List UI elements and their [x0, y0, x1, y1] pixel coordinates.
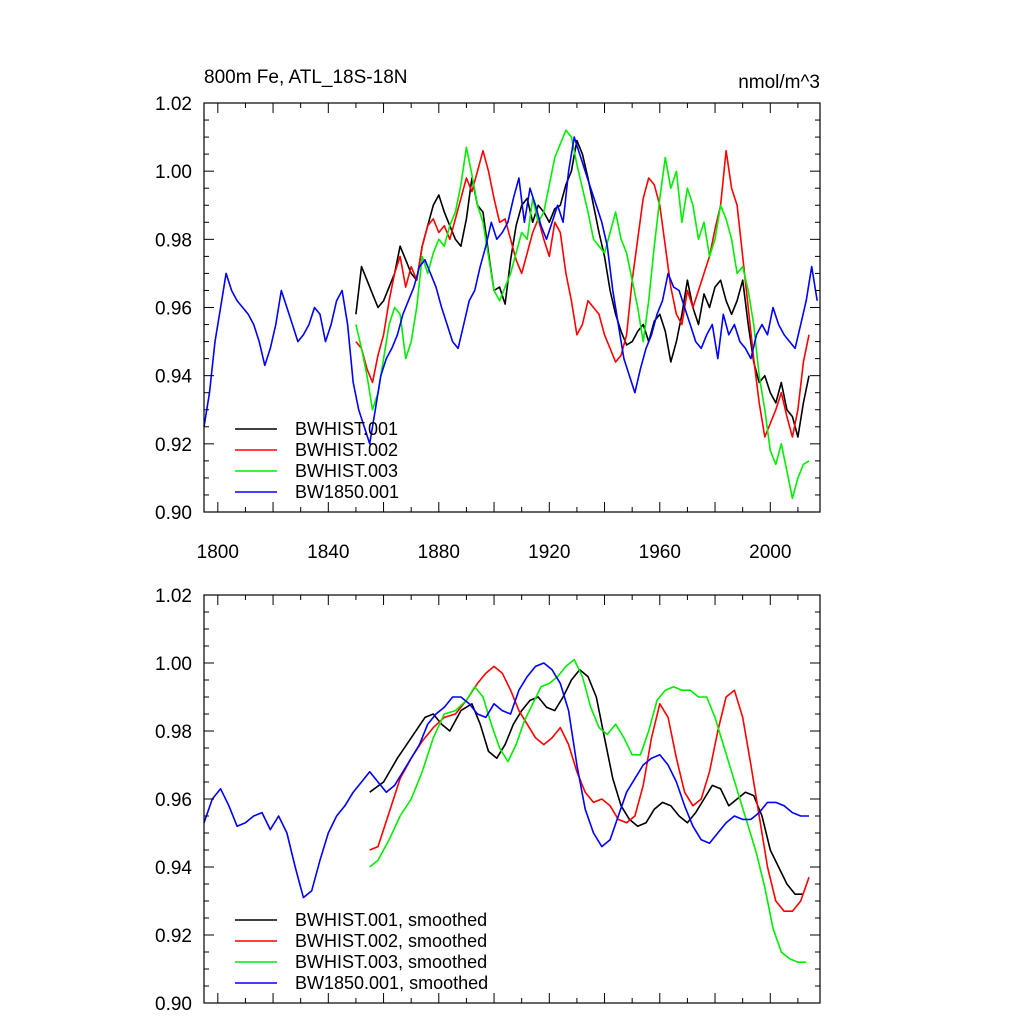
y-tick-label: 0.96: [155, 790, 192, 811]
top-panel: 800m Fe, ATL_18S-18N nmol/m^3 0.90 0.92 0.…: [155, 67, 821, 563]
series-line-3: [369, 658, 807, 964]
y-tick-label: 0.92: [155, 435, 192, 456]
legend-label-4: BW1850.001: [295, 482, 399, 502]
series-line-4: [203, 136, 818, 445]
legend-label-3: BWHIST.003, smoothed: [295, 952, 487, 972]
legend-label-2: BWHIST.002, smoothed: [295, 931, 487, 951]
x-tick-label: 1920: [528, 542, 570, 563]
legend-label-3: BWHIST.003: [295, 461, 398, 481]
panel-title: 800m Fe, ATL_18S-18N: [204, 67, 407, 88]
y-tick-label: 0.94: [155, 367, 192, 388]
legend-label-1: BWHIST.001: [295, 419, 398, 439]
legend-label-4: BW1850.001, smoothed: [295, 973, 488, 993]
y-tick-label: 1.00: [155, 654, 192, 675]
y-tick-label: 0.98: [155, 230, 192, 251]
x-tick-label: 1880: [418, 542, 460, 563]
y-tick-label: 1.00: [155, 162, 192, 183]
x-tick-label: 1960: [639, 542, 681, 563]
x-tick-label: 1800: [197, 542, 239, 563]
series-line-4: [203, 662, 809, 899]
y-tick-label: 0.98: [155, 722, 192, 743]
y-tick-label: 0.90: [155, 994, 192, 1015]
y-tick-label: 0.96: [155, 299, 192, 320]
y-tick-label: 0.94: [155, 858, 192, 879]
series-line-1: [369, 668, 804, 896]
x-tick-label: 2000: [749, 542, 791, 563]
series-line-3: [355, 129, 810, 500]
y-tick-label: 0.92: [155, 926, 192, 947]
legend-label-1: BWHIST.001, smoothed: [295, 910, 487, 930]
x-tick-label: 1840: [307, 542, 349, 563]
y-tick-label: 1.02: [155, 94, 192, 115]
y-tick-label: 1.02: [155, 586, 192, 607]
series-line-2: [355, 149, 810, 438]
series-line-1: [355, 139, 810, 438]
units-label: nmol/m^3: [738, 72, 820, 93]
y-tick-label: 0.90: [155, 503, 192, 524]
legend-label-2: BWHIST.002: [295, 440, 398, 460]
series-line-2: [369, 665, 810, 913]
bottom-panel: 0.90 0.92 0.94 0.96 0.98 1.00 1.02 BWHIST.001,…: [155, 586, 821, 1015]
